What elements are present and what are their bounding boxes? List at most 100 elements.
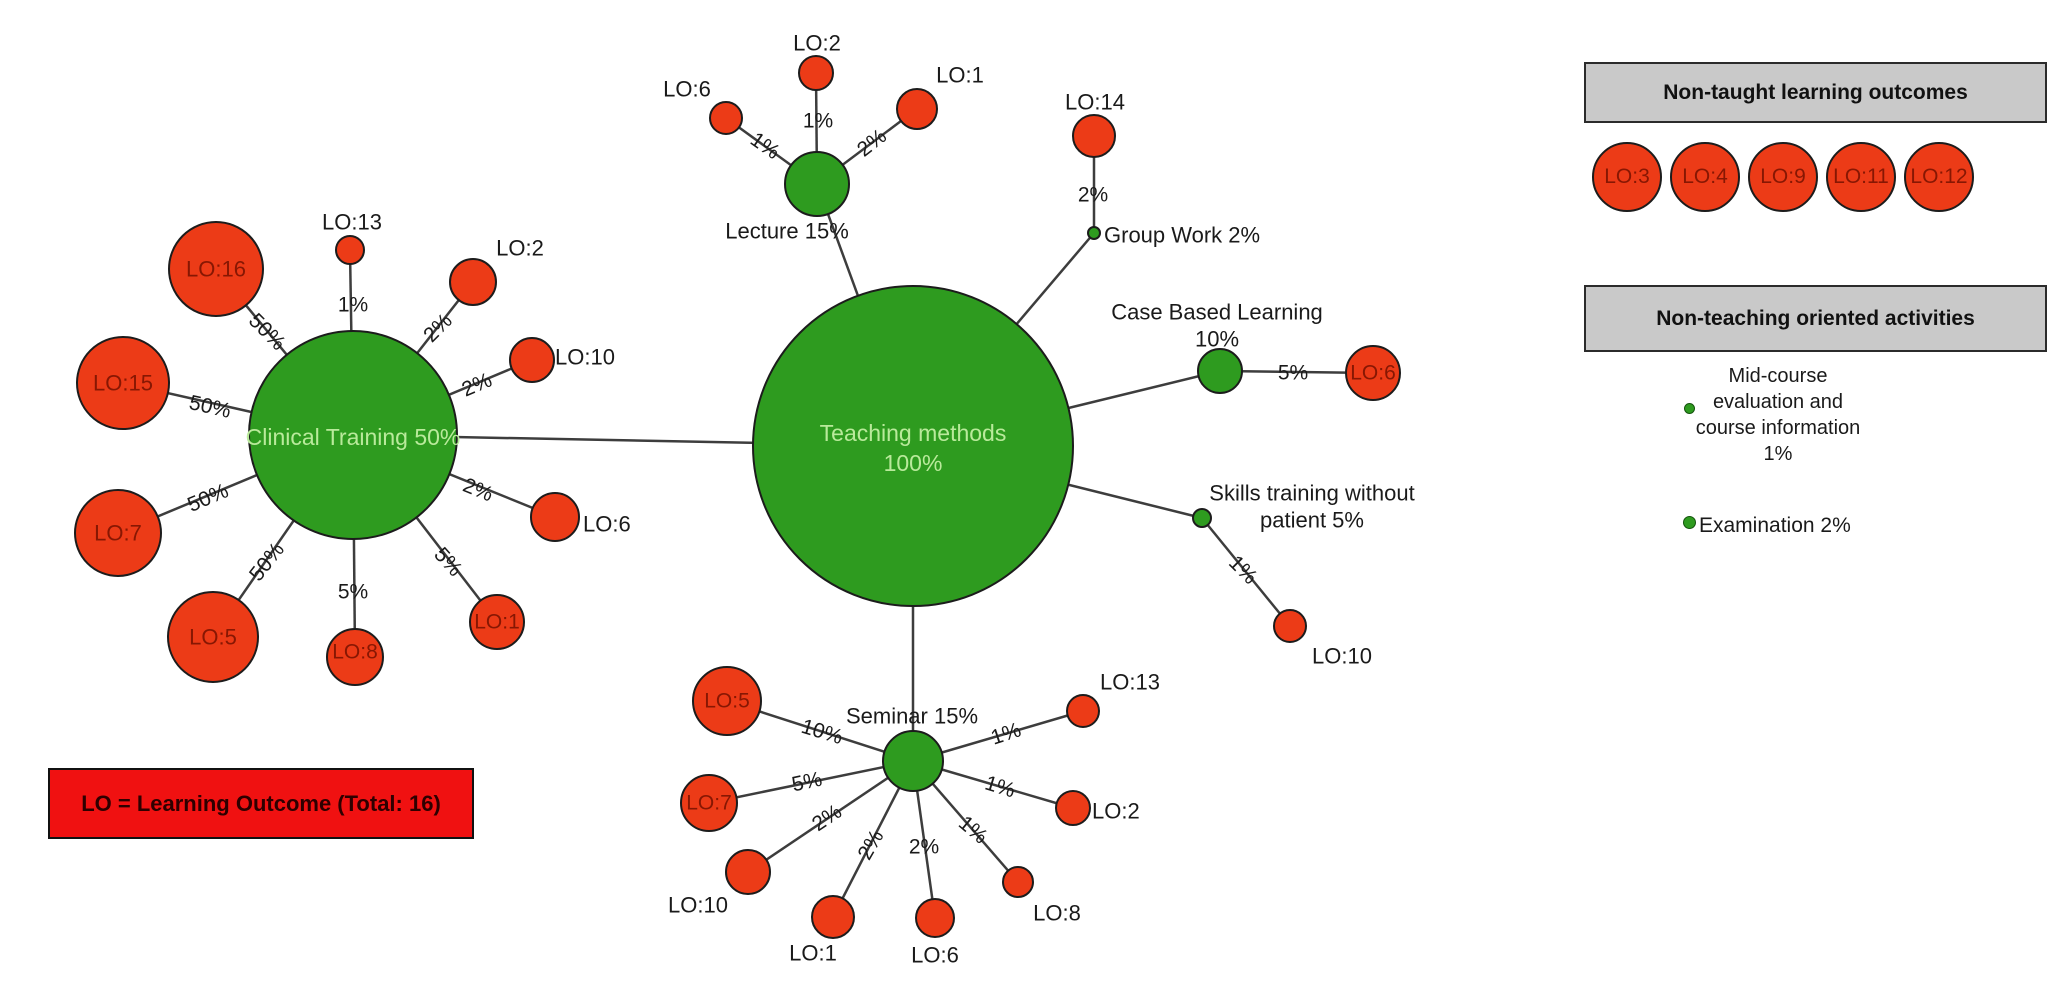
non-taught-title: Non-taught learning outcomes	[1663, 80, 1968, 104]
label-pct-clinical-lo13: 1%	[338, 294, 368, 317]
edge-seminar-lo10	[747, 759, 914, 874]
midcourse-label-line: 1%	[1763, 443, 1793, 465]
label-lecture-lo6: LO:6	[663, 77, 711, 102]
node-group-work-dot	[1087, 226, 1101, 240]
node-teaching-methods	[752, 285, 1074, 607]
lo-legend-box: LO = Learning Outcome (Total: 16)	[48, 768, 474, 839]
node-seminar-lo7	[680, 774, 738, 832]
label-pct-clinical-lo15: 50%	[187, 391, 233, 423]
midcourse-label-line: evaluation and	[1712, 391, 1844, 413]
label-lecture: Lecture 15%	[725, 219, 849, 244]
node-case-based-learning	[1197, 348, 1243, 394]
label-pct-lecture-lo6: 1%	[746, 128, 784, 164]
midcourse-label-line: Mid-course	[1728, 365, 1828, 387]
non-taught-outcomes-row: LO:3 LO:4 LO:9 LO:11 LO:12	[1592, 142, 1974, 212]
node-seminar-lo1	[811, 895, 855, 939]
node-seminar-lo13	[1066, 694, 1100, 728]
label-pct-clinical-lo10: 2%	[459, 368, 496, 401]
label-pct-seminar-lo8: 1%	[954, 811, 992, 848]
node-seminar-lo10	[725, 849, 771, 895]
label-clinical-lo1: LO:1	[474, 611, 520, 634]
label-seminar-lo2: LO:2	[1092, 799, 1140, 824]
label-teaching-methods: 100%	[884, 450, 943, 476]
node-seminar-lo2	[1055, 790, 1091, 826]
label-pct-seminar-lo5: 10%	[799, 715, 846, 749]
node-clinical-training	[248, 330, 458, 540]
label-clinical-lo7: LO:7	[94, 521, 142, 546]
label-pct-seminar-lo10: 2%	[808, 800, 846, 836]
label-pct-clinical-lo7: 50%	[184, 479, 232, 517]
label-seminar-lo1: LO:1	[789, 941, 837, 966]
node-cbl-lo6	[1345, 345, 1401, 401]
label-pct-lecture-lo1: 2%	[853, 125, 891, 162]
non-taught-lo4-circle: LO:4	[1670, 142, 1740, 212]
label-pct-clinical-lo16: 50%	[244, 309, 290, 355]
label-seminar-lo10: LO:10	[668, 893, 728, 918]
label-case-based-learning: Case Based Learning	[1111, 300, 1323, 325]
label-pct-seminar-lo2: 1%	[982, 772, 1018, 803]
node-clinical-lo8	[326, 628, 384, 686]
label-pct-seminar-lo7: 5%	[790, 768, 824, 797]
node-groupwork-lo14	[1072, 114, 1116, 158]
node-seminar-lo5	[692, 666, 762, 736]
node-lecture-lo6	[709, 101, 743, 135]
label-group-work: Group Work 2%	[1104, 223, 1260, 248]
examination-dot-icon	[1683, 516, 1696, 529]
node-clinical-lo15	[76, 336, 170, 430]
label-clinical-lo16: LO:16	[186, 257, 246, 282]
label-clinical-lo8: LO:8	[332, 641, 378, 664]
node-seminar	[882, 730, 944, 792]
node-clinical-lo6	[530, 492, 580, 542]
label-pct-groupwork-lo14: 2%	[1078, 184, 1108, 207]
edge-seminar-lo7	[708, 759, 914, 805]
node-seminar-lo8	[1002, 866, 1034, 898]
label-clinical-lo15: LO:15	[93, 371, 153, 396]
label-seminar-lo8: LO:8	[1033, 901, 1081, 926]
label-case-based-learning: 10%	[1195, 327, 1239, 352]
node-lecture-lo1	[896, 88, 938, 130]
label-pct-clinical-lo6: 2%	[460, 474, 497, 507]
label-clinical-training: Clinical Training 50%	[246, 424, 461, 450]
node-seminar-lo6	[915, 898, 955, 938]
lo-legend-text: LO = Learning Outcome (Total: 16)	[81, 790, 441, 816]
label-clinical-lo5: LO:5	[189, 625, 237, 650]
node-lecture-lo2	[798, 55, 834, 91]
label-teaching-methods: Teaching methods	[820, 420, 1007, 446]
label-pct-clinical-lo2: 2%	[419, 309, 457, 347]
node-skills-training-dot	[1192, 508, 1212, 528]
label-pct-seminar-lo13: 1%	[988, 718, 1024, 749]
label-pct-cbl-lo6: 5%	[1278, 362, 1308, 385]
node-clinical-lo5	[167, 591, 259, 683]
label-skills-training: Skills training without	[1209, 481, 1414, 506]
label-clinical-lo6: LO:6	[583, 512, 631, 537]
label-clinical-lo13: LO:13	[322, 210, 382, 235]
non-taught-header: Non-taught learning outcomes	[1584, 62, 2047, 123]
label-seminar-lo7: LO:7	[686, 792, 732, 815]
examination-label: Examination 2%	[1699, 514, 1851, 537]
node-lecture	[784, 151, 850, 217]
non-taught-lo9-circle: LO:9	[1748, 142, 1818, 212]
label-lecture-lo2: LO:2	[793, 31, 841, 56]
label-pct-clinical-lo8: 5%	[338, 581, 368, 604]
midcourse-label-line: course information	[1695, 417, 1861, 439]
label-pct-lecture-lo2: 1%	[803, 110, 833, 133]
non-teaching-header: Non-teaching oriented activities	[1584, 285, 2047, 352]
node-clinical-lo2	[449, 258, 497, 306]
label-seminar-lo6: LO:6	[911, 943, 959, 968]
non-teaching-title: Non-teaching oriented activities	[1656, 306, 1975, 330]
node-clinical-lo10	[509, 337, 555, 383]
label-lecture-lo1: LO:1	[936, 63, 984, 88]
node-clinical-lo16	[168, 221, 264, 317]
label-skills-training: patient 5%	[1260, 508, 1364, 533]
non-taught-lo12-circle: LO:12	[1904, 142, 1974, 212]
label-seminar-lo5: LO:5	[704, 690, 750, 713]
node-clinical-lo1	[469, 594, 525, 650]
label-pct-seminar-lo1: 2%	[853, 826, 888, 864]
node-clinical-lo13	[335, 235, 365, 265]
label-pct-clinical-lo5: 50%	[245, 538, 289, 585]
non-taught-lo3-circle: LO:3	[1592, 142, 1662, 212]
label-skills-lo10: LO:10	[1312, 644, 1372, 669]
node-skills-lo10	[1273, 609, 1307, 643]
